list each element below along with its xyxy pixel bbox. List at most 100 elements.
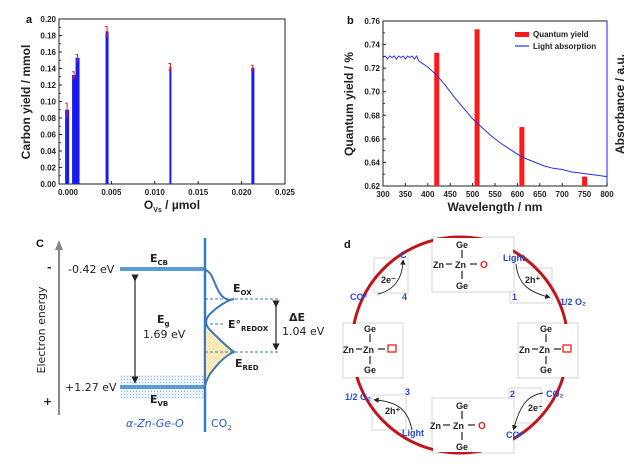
panel-d: d Ge Zn Zn O bbox=[342, 235, 586, 455]
x-tick-label: 350 bbox=[399, 190, 413, 199]
panel-c: C - + Electron energy -0.42 eV +1.27 eV … bbox=[35, 238, 325, 432]
step-3-input: Light bbox=[402, 428, 424, 438]
error-bar bbox=[250, 64, 254, 71]
step-2-output: CO* bbox=[506, 430, 524, 440]
oxygen-vacancy-icon bbox=[387, 344, 397, 353]
y-tick-label: 0.66 bbox=[364, 135, 380, 144]
legend-label-quantum-yield: Quantum yield bbox=[533, 30, 589, 39]
panel-a-frame bbox=[58, 18, 286, 185]
zn-atom: Zn bbox=[430, 421, 441, 431]
y-tick-label: 0.16 bbox=[40, 48, 56, 57]
eox-label: EOX bbox=[233, 282, 252, 297]
bar bbox=[251, 67, 255, 184]
step-4-input: CO* bbox=[350, 292, 368, 302]
panel-a-label: a bbox=[26, 14, 33, 26]
x-tick-label: 700 bbox=[556, 190, 570, 199]
error-bar bbox=[75, 53, 79, 62]
zn-atom: Zn bbox=[539, 345, 550, 355]
y-tick-label: 0.14 bbox=[40, 65, 56, 74]
electron-energy-label: Electron energy bbox=[35, 286, 48, 373]
step-2-arrow-icon bbox=[512, 392, 544, 431]
x-tick-label: 0.025 bbox=[275, 188, 296, 197]
zn-atom: Zn bbox=[519, 345, 530, 355]
step-2-input: CO₂ bbox=[546, 389, 564, 399]
y-tick-label: 0.04 bbox=[40, 147, 56, 156]
zn-atom: Zn bbox=[433, 260, 444, 270]
legend-swatch-quantum-yield bbox=[515, 32, 529, 37]
eg-label: Eg bbox=[157, 313, 170, 328]
panel-c-label: C bbox=[36, 238, 44, 250]
panel-a: a 0.00 0.02 0.04 0.06 0.08 0.10 0.12 0.14 0.16 0.… bbox=[19, 14, 296, 214]
energy-axis-arrowhead-icon bbox=[55, 240, 63, 250]
step-3-output: 1/2 O₂ bbox=[345, 392, 371, 402]
step-3: 3 1/2 O₂ 2h⁺ Light bbox=[345, 387, 424, 438]
panel-b-xlabel: Wavelength / nm bbox=[448, 200, 543, 214]
zn-atom: Zn bbox=[453, 421, 464, 431]
step-1: Light 2h⁺ 1 1/2 O₂ bbox=[503, 253, 586, 307]
step-3-carrier: 2h⁺ bbox=[385, 406, 401, 416]
error-bar bbox=[72, 71, 75, 79]
x-tick-label: 750 bbox=[578, 190, 592, 199]
bar bbox=[75, 57, 80, 184]
x-tick-label: 0.000 bbox=[58, 188, 79, 197]
y-tick-label: 0.62 bbox=[364, 182, 380, 191]
eg-value: 1.69 eV bbox=[143, 328, 186, 341]
ge-atom: Ge bbox=[456, 401, 468, 411]
bar bbox=[72, 75, 77, 184]
y-tick-label: 0.64 bbox=[364, 158, 380, 167]
step-4-box bbox=[373, 257, 409, 294]
y-tick-label: 0.70 bbox=[364, 88, 380, 97]
panel-a-ylabel: Carbon yield / mmol bbox=[19, 45, 33, 160]
ge-atom: Ge bbox=[540, 324, 552, 334]
panel-b-ylabel: Quantum yield / % bbox=[342, 52, 356, 156]
x-tick-label: 800 bbox=[600, 190, 614, 199]
step-3-number: 3 bbox=[405, 387, 410, 397]
minus-sign: - bbox=[47, 261, 52, 274]
delta-e-value: 1.04 eV bbox=[282, 325, 325, 338]
ge-atom: Ge bbox=[456, 442, 468, 452]
y-tick-label: 0.00 bbox=[40, 180, 56, 189]
step-4-number: 4 bbox=[402, 292, 407, 302]
panel-d-label: d bbox=[344, 239, 351, 251]
panel-a-xlabel: OVs / µmol bbox=[144, 198, 200, 214]
ge-atom: Ge bbox=[364, 365, 376, 375]
step-3-box bbox=[371, 394, 407, 431]
y-tick-label: 0.20 bbox=[40, 15, 56, 24]
y-tick-label: 0.06 bbox=[40, 131, 56, 140]
x-tick-label: 0.005 bbox=[101, 188, 122, 197]
valence-band bbox=[120, 385, 204, 389]
right-structure-box bbox=[517, 322, 579, 379]
ered-filled-distribution bbox=[206, 330, 234, 385]
step-4-carrier: 2e⁻ bbox=[381, 275, 396, 285]
material-label: α-Zn-Ge-O bbox=[126, 417, 184, 430]
o-atom: O bbox=[478, 421, 486, 432]
x-tick-label: 400 bbox=[421, 190, 435, 199]
structure-right: Ge Zn Zn Ge bbox=[519, 324, 572, 375]
bar bbox=[169, 66, 172, 184]
o-atom: O bbox=[480, 260, 488, 271]
step-4-output: C bbox=[400, 250, 407, 260]
zn-atom: Zn bbox=[343, 345, 354, 355]
y-tick-label: 0.12 bbox=[40, 81, 56, 90]
error-bar bbox=[168, 63, 171, 71]
redox-distribution-curve bbox=[204, 269, 237, 387]
x-tick-label: 0.015 bbox=[188, 188, 209, 197]
panel-b-label: b bbox=[347, 15, 354, 27]
quantum-yield-bar bbox=[474, 29, 480, 186]
step-1-input: Light bbox=[503, 253, 525, 263]
y-tick-label: 0.18 bbox=[40, 32, 56, 41]
step-4-arrow-icon bbox=[377, 259, 406, 295]
panel-b: b 0.62 0.64 0.66 0.68 0.70 0.72 0.74 0.76 300 35… bbox=[342, 15, 627, 214]
structure-bottom: Ge Zn Zn O Ge bbox=[430, 401, 486, 452]
y-tick-label: 0.76 bbox=[364, 17, 380, 26]
panel-b-ylabel-right: Absorbance / a.u. bbox=[613, 54, 627, 154]
y-tick-label: 0.72 bbox=[364, 64, 380, 73]
step-2: 2 CO₂ 2e⁻ CO* bbox=[506, 389, 564, 440]
left-structure-box bbox=[342, 322, 404, 379]
step-1-number: 1 bbox=[512, 292, 517, 302]
ge-atom: Ge bbox=[540, 365, 552, 375]
eredox-label: E°REDOX bbox=[228, 318, 269, 333]
x-tick-label: 0.020 bbox=[232, 188, 253, 197]
y-tick-label: 0.02 bbox=[40, 164, 56, 173]
step-1-output: 1/2 O₂ bbox=[560, 297, 586, 307]
